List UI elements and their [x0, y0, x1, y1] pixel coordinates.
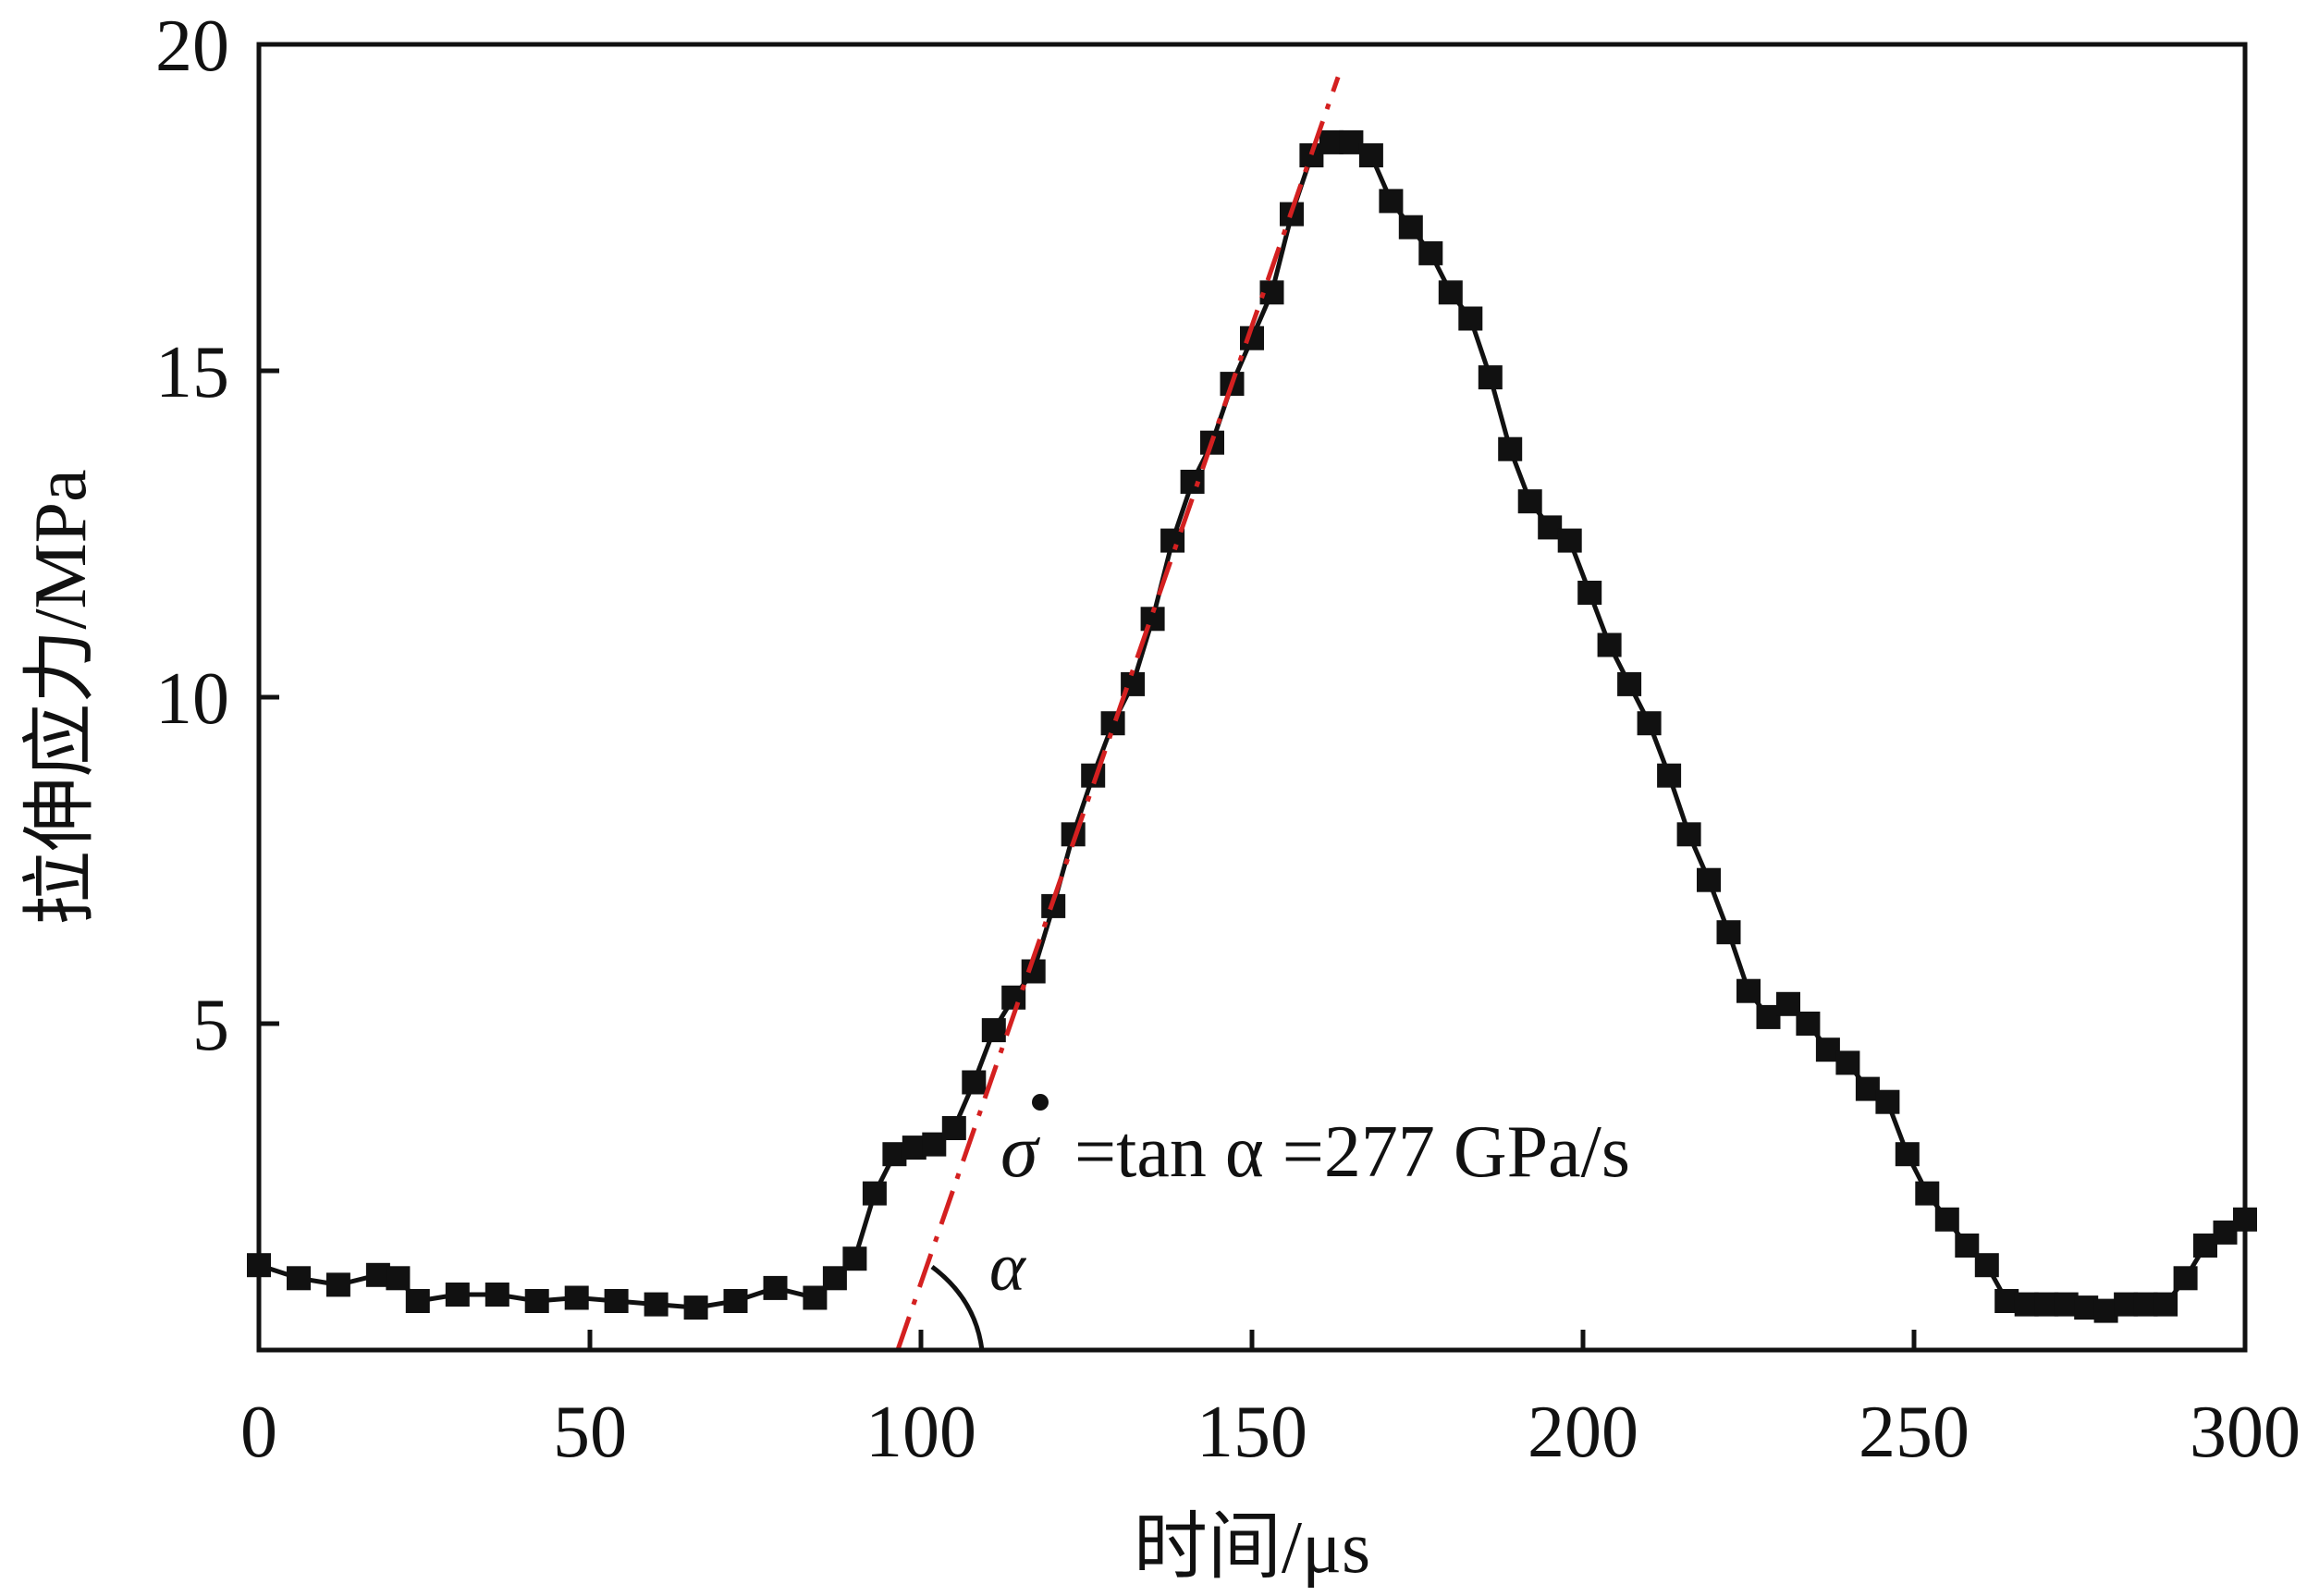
plot-frame [256, 42, 2248, 1353]
data-point-49 [1478, 365, 1503, 390]
x-tick-label-50: 50 [553, 1392, 627, 1473]
data-point-6 [445, 1283, 470, 1307]
x-tick-label-100: 100 [865, 1392, 976, 1473]
data-point-47 [1438, 280, 1463, 305]
tangent-line [895, 76, 1341, 1351]
y-tick-label-10: 10 [155, 658, 229, 740]
data-point-14 [763, 1275, 788, 1300]
data-point-67 [1835, 1050, 1860, 1075]
data-point-71 [1915, 1181, 1940, 1206]
data-point-24 [981, 1018, 1006, 1043]
data-point-44 [1379, 189, 1404, 214]
x-tick-label-200: 200 [1528, 1392, 1638, 1473]
data-point-4 [386, 1266, 411, 1291]
data-point-83 [2154, 1292, 2178, 1317]
y-tick-label-20: 20 [155, 6, 229, 87]
x-axis-label: 时间/μs [1134, 1507, 1370, 1589]
rate-dot [1032, 1094, 1049, 1111]
data-point-50 [1498, 436, 1523, 461]
series-line-stress [258, 140, 2247, 1314]
data-point-57 [1637, 711, 1662, 736]
data-point-84 [2173, 1266, 2198, 1291]
data-point-5 [405, 1289, 430, 1313]
data-point-72 [1934, 1207, 1959, 1232]
data-point-61 [1716, 920, 1741, 945]
data-point-51 [1517, 489, 1542, 514]
y-tick-label-15: 15 [155, 332, 229, 413]
x-tick-label-300: 300 [2190, 1392, 2301, 1473]
data-point-9 [564, 1285, 589, 1310]
ticks-group: 0 50 100 150 200 250 300 5 10 15 20 [155, 6, 2301, 1473]
data-point-58 [1657, 763, 1682, 788]
data-point-2 [325, 1272, 350, 1297]
data-point-46 [1418, 240, 1443, 265]
data-point-70 [1895, 1142, 1920, 1167]
y-tick-label-5: 5 [192, 985, 229, 1066]
data-point-7 [485, 1283, 509, 1307]
series-group [247, 76, 2257, 1351]
data-point-48 [1458, 306, 1483, 331]
data-point-17 [842, 1246, 867, 1271]
rate-annotation: σ =tan α =277 GPa/s [1000, 1094, 1630, 1193]
data-point-8 [524, 1289, 549, 1313]
data-point-54 [1577, 581, 1602, 605]
data-point-74 [1974, 1253, 1999, 1278]
data-point-56 [1617, 671, 1642, 696]
data-point-13 [723, 1289, 748, 1313]
data-point-23 [962, 1070, 987, 1095]
data-point-11 [644, 1292, 669, 1317]
data-point-45 [1398, 215, 1423, 239]
data-point-12 [683, 1295, 708, 1320]
data-point-43 [1358, 143, 1383, 167]
data-point-55 [1597, 632, 1622, 657]
rate-formula: =tan α =277 GPa/s [1074, 1111, 1630, 1193]
data-point-62 [1736, 978, 1761, 1003]
x-tick-label-250: 250 [1859, 1392, 1970, 1473]
data-point-18 [862, 1181, 887, 1206]
data-point-69 [1875, 1089, 1900, 1114]
angle-label: α [989, 1230, 1027, 1306]
data-point-53 [1557, 528, 1582, 553]
rate-symbol: σ [1000, 1109, 1041, 1193]
y-axis-label: 拉伸应力/MPa [20, 469, 102, 925]
data-point-22 [941, 1116, 966, 1140]
angle-arc [930, 1264, 985, 1351]
data-point-30 [1100, 711, 1125, 736]
data-point-10 [604, 1289, 629, 1313]
x-tick-label-150: 150 [1196, 1392, 1307, 1473]
data-point-59 [1676, 822, 1701, 847]
data-point-65 [1796, 1012, 1821, 1036]
data-point-34 [1180, 470, 1205, 494]
data-point-60 [1697, 867, 1721, 892]
x-tick-label-0: 0 [240, 1392, 277, 1473]
data-point-38 [1259, 280, 1284, 305]
data-point-1 [287, 1266, 311, 1291]
